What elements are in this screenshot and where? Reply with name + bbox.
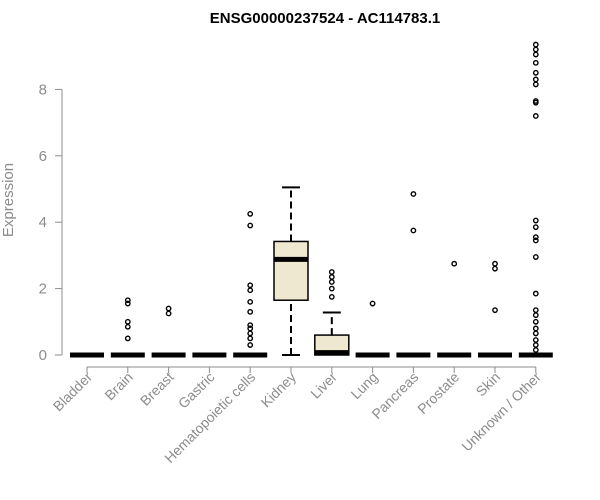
box-kidney (273, 186, 309, 356)
x-tick-label: Bladder (50, 369, 96, 415)
outlier-point (532, 254, 539, 260)
outlier-point (532, 41, 539, 48)
outlier-point (532, 59, 539, 66)
outlier-point (247, 322, 254, 329)
outlier-point (492, 260, 498, 267)
box-skin (478, 260, 512, 358)
outlier-point (532, 81, 539, 88)
box-series (70, 41, 553, 358)
outlier-point (532, 69, 539, 76)
outlier-point (532, 76, 539, 83)
x-tick-label: Skin (473, 369, 504, 400)
y-axis: 0 2 4 6 8 (39, 81, 63, 364)
outlier-point (124, 335, 131, 342)
y-tick-label: 2 (39, 281, 47, 298)
y-axis-label: Expression (0, 163, 17, 237)
box-unknown-other (518, 41, 553, 358)
outlier-point (124, 318, 131, 325)
outlier-point (532, 342, 539, 348)
outlier-point (124, 323, 131, 330)
outlier-point (532, 217, 539, 224)
outlier-point (532, 46, 539, 53)
outlier-point (124, 300, 131, 307)
y-tick-label: 6 (39, 148, 47, 165)
box-prostate (437, 260, 472, 358)
outlier-point (328, 279, 335, 285)
box-hematopoietic-cells (233, 210, 268, 358)
outlier-point (247, 298, 254, 305)
outlier-point (124, 297, 131, 304)
box-breast (151, 305, 186, 358)
x-tick-label: Lung (347, 369, 380, 402)
outlier-point (247, 330, 254, 337)
outlier-point (328, 285, 335, 292)
x-tick-label: Breast (137, 369, 177, 409)
y-tick-label: 8 (39, 81, 47, 98)
box-pancreas (396, 191, 431, 358)
outlier-point (165, 305, 172, 312)
outlier-point (410, 191, 417, 197)
x-tick-label: Kidney (258, 369, 300, 411)
outlier-point (165, 310, 172, 317)
outlier-point (492, 307, 498, 314)
outlier-point (492, 265, 498, 272)
outlier-point (532, 325, 539, 332)
outlier-point (328, 293, 335, 300)
x-tick-label: Brain (101, 369, 135, 403)
outlier-point (247, 282, 254, 289)
outlier-point (247, 210, 254, 217)
chart-title: ENSG00000237524 - AC114783.1 (210, 10, 440, 27)
outlier-point (532, 98, 539, 104)
box-brain (110, 297, 145, 358)
outlier-point (532, 234, 539, 241)
outlier-point (247, 222, 254, 229)
outlier-point (247, 325, 254, 332)
y-tick-label: 4 (39, 214, 47, 231)
outlier-point (328, 274, 335, 280)
outlier-point (247, 342, 254, 348)
outlier-point (247, 308, 254, 315)
outlier-point (451, 260, 458, 267)
y-tick-label: 0 (39, 347, 47, 364)
box-lung (355, 300, 390, 358)
outlier-point (532, 347, 539, 353)
box-liver (314, 269, 350, 356)
outlier-point (532, 113, 539, 119)
outlier-point (532, 290, 539, 297)
outlier-point (410, 227, 417, 234)
outlier-point (532, 224, 539, 231)
x-tick-label: Liver (307, 369, 340, 402)
outlier-point (247, 287, 254, 294)
outlier-point (532, 312, 539, 319)
outlier-point (328, 269, 335, 275)
outlier-point (532, 307, 539, 314)
outlier-point (247, 335, 254, 342)
outlier-point (532, 237, 539, 244)
outlier-point (532, 318, 539, 325)
outlier-point (532, 330, 539, 337)
box-body (273, 240, 309, 301)
outlier-point (532, 51, 539, 58)
x-tick-label: Prostate (414, 369, 462, 417)
outlier-point (369, 300, 376, 307)
outlier-point (532, 337, 539, 343)
